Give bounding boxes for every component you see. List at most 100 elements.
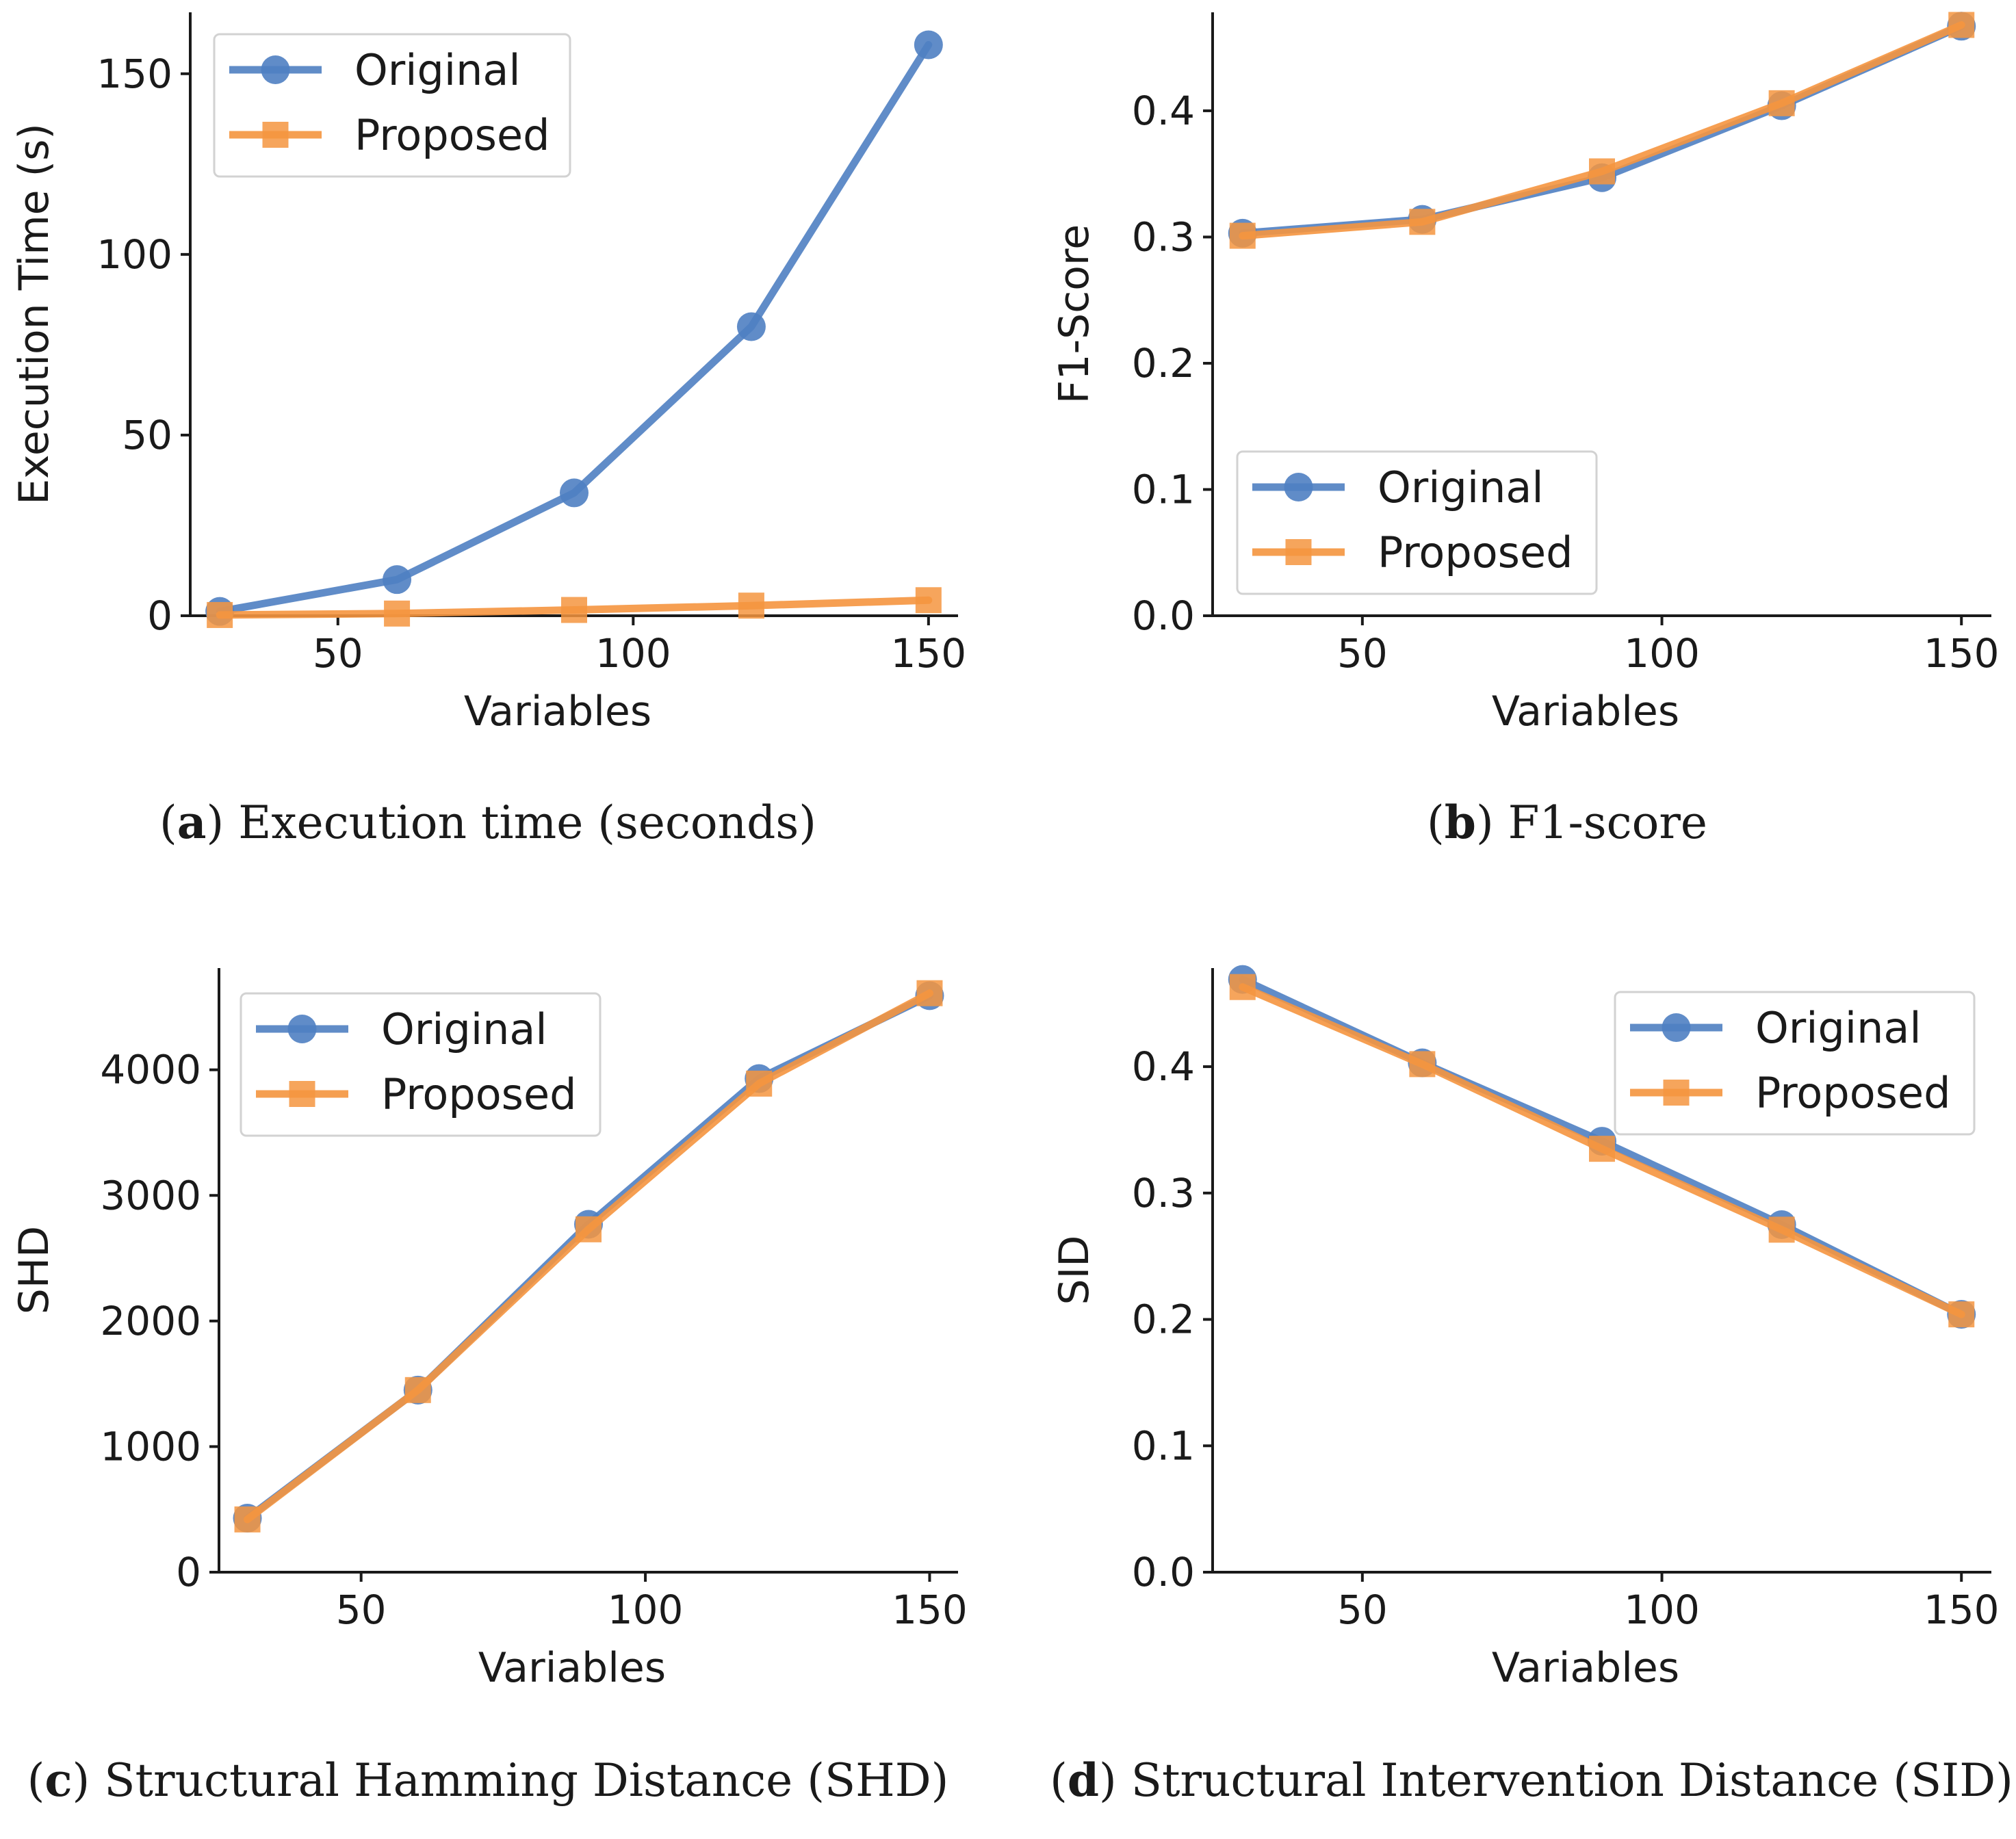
caption-letter: d (1068, 1753, 1099, 1807)
caption-text: ) Execution time (seconds) (207, 796, 817, 849)
y-tick-label: 0.3 (1132, 1170, 1195, 1216)
legend: Original Proposed (1236, 450, 1598, 595)
y-tick-label: 0.4 (1132, 88, 1195, 134)
data-point-proposed (1589, 158, 1615, 185)
x-tick-label: 100 (595, 630, 671, 677)
data-point-original (383, 565, 412, 595)
y-tick-label: 150 (96, 51, 172, 97)
legend-marker-circle (287, 1015, 317, 1043)
data-point-proposed (738, 592, 764, 619)
x-tick-label: 150 (1924, 1587, 2000, 1633)
x-tick-label: 50 (1337, 1587, 1388, 1633)
legend-marker-circle (1284, 473, 1313, 501)
legend-marker-square (289, 1081, 315, 1107)
legend-label-original: Original (381, 1004, 547, 1054)
y-axis-title: F1-Score (1050, 224, 1098, 404)
y-tick-label: 50 (122, 412, 172, 458)
series-line-proposed (1239, 21, 1965, 240)
y-tick-label: 0.0 (1132, 1549, 1195, 1595)
y-axis-title: Execution Time (s) (10, 123, 58, 505)
data-point-proposed (384, 600, 411, 627)
caption-letter: c (44, 1753, 72, 1807)
y-tick-label: 0.1 (1132, 466, 1195, 512)
legend-marker-square (1285, 539, 1312, 565)
y-tick-label: 0 (147, 592, 172, 639)
x-axis-title: Variables (478, 1644, 666, 1692)
data-point-proposed (404, 1377, 431, 1403)
subfigure-caption: (d) Structural Intervention Distance (SI… (1050, 1753, 2013, 1807)
data-point-proposed (1409, 209, 1436, 235)
x-tick-label: 150 (890, 630, 966, 677)
data-point-proposed (1589, 1136, 1615, 1162)
y-tick-label: 0.2 (1132, 340, 1195, 387)
legend-label-original: Original (1755, 1003, 1922, 1053)
legend-label-proposed: Proposed (1378, 527, 1573, 577)
y-tick-label: 0.3 (1132, 213, 1195, 260)
y-tick-label: 0.2 (1132, 1296, 1195, 1343)
y-tick-label: 0 (176, 1549, 201, 1595)
x-tick-label: 100 (1624, 1587, 1700, 1633)
caption-text: ) Structural Intervention Distance (SID) (1099, 1754, 2013, 1807)
data-point-proposed (1768, 90, 1795, 116)
x-tick-label: 150 (892, 1587, 968, 1633)
x-tick-label: 100 (1624, 630, 1700, 677)
legend-label-proposed: Proposed (1755, 1068, 1950, 1118)
y-tick-label: 100 (96, 231, 172, 278)
caption-paren: ( (27, 1754, 45, 1807)
legend: Original Proposed (213, 33, 571, 178)
caption-paren: ( (1050, 1754, 1068, 1807)
y-tick-label: 0.4 (1132, 1043, 1195, 1090)
legend-marker-circle (261, 55, 290, 84)
chart-panel-b: 50 100 150 0.0 0.1 0.2 0.3 0.4 Variables F1-Score… (1050, 12, 2000, 849)
data-point-proposed (1948, 1301, 1975, 1328)
x-axis-title: Variables (1492, 1644, 1679, 1692)
chart-panel-c: 50 100 150 0 1000 2000 3000 4000 Variables SHD Ori… (10, 968, 968, 1807)
x-axis-title: Variables (464, 688, 651, 735)
data-point-original (914, 30, 943, 60)
data-point-original (736, 312, 766, 341)
caption-paren: ( (1427, 796, 1445, 849)
caption-letter: b (1445, 796, 1476, 849)
data-point-proposed (1409, 1051, 1436, 1078)
caption-letter: a (177, 796, 207, 849)
data-point-original (560, 478, 589, 508)
legend: Original Proposed (1614, 991, 1976, 1136)
y-tick-label: 3000 (100, 1172, 201, 1218)
x-tick-label: 50 (313, 630, 363, 677)
y-tick-label: 4000 (100, 1047, 201, 1093)
y-tick-label: 0.0 (1132, 592, 1195, 639)
data-point-proposed (576, 1216, 602, 1242)
data-point-proposed (1229, 974, 1256, 1000)
data-point-proposed (1229, 222, 1256, 249)
data-point-proposed (1948, 12, 1975, 38)
subfigure-caption: (a) Execution time (seconds) (159, 796, 816, 849)
series-line-original (1239, 22, 1965, 237)
caption-text: ) Structural Hamming Distance (SHD) (73, 1754, 949, 1807)
data-point-proposed (746, 1070, 773, 1097)
chart-panel-a: 50 100 150 0 50 100 150 Variables Execution Time… (10, 12, 966, 849)
legend-marker-square (262, 122, 289, 148)
legend-label-original: Original (1378, 462, 1544, 512)
legend-label-proposed: Proposed (381, 1069, 576, 1119)
data-point-proposed (916, 980, 943, 1006)
caption-paren: ( (159, 796, 177, 849)
data-point-proposed (561, 597, 587, 623)
data-point-proposed (1768, 1216, 1795, 1243)
x-tick-label: 150 (1924, 630, 2000, 677)
y-axis-title: SID (1050, 1236, 1098, 1305)
legend-marker-square (1663, 1080, 1690, 1106)
x-tick-label: 50 (336, 1587, 387, 1633)
subfigure-caption: (c) Structural Hamming Distance (SHD) (27, 1753, 949, 1807)
subfigure-caption: (b) F1-score (1427, 796, 1707, 849)
caption-text: ) F1-score (1476, 796, 1707, 849)
legend-marker-circle (1662, 1013, 1691, 1042)
legend-label-original: Original (354, 45, 521, 95)
x-axis-title: Variables (1492, 688, 1679, 735)
data-point-proposed (207, 601, 233, 628)
data-point-proposed (234, 1506, 261, 1532)
legend: Original Proposed (240, 992, 602, 1137)
y-tick-label: 0.1 (1132, 1422, 1195, 1469)
legend-label-proposed: Proposed (354, 110, 550, 160)
x-tick-label: 100 (608, 1587, 684, 1633)
